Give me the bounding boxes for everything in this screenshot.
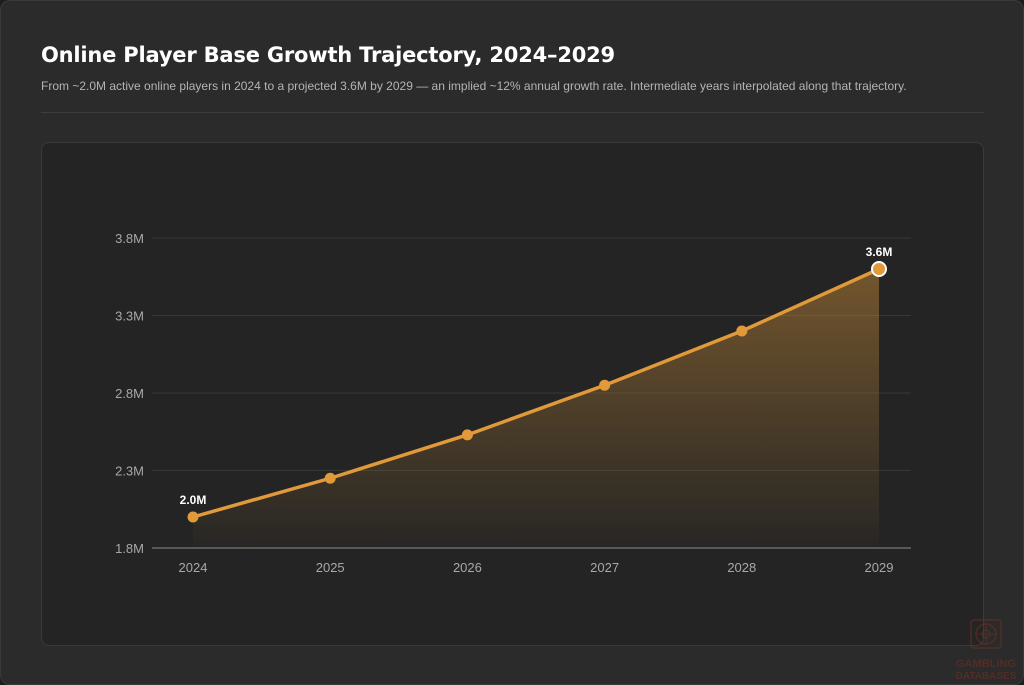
y-tick-label: 3.8M: [115, 231, 144, 246]
y-tick-label: 1.8M: [115, 541, 144, 556]
watermark-line1: GAMBLING: [956, 658, 1016, 670]
x-tick-label: 2026: [453, 560, 482, 575]
data-point: [599, 379, 611, 391]
y-tick-label: 3.3M: [115, 309, 144, 324]
page-subtitle: From ~2.0M active online players in 2024…: [41, 79, 907, 93]
data-label: 3.6M: [866, 245, 893, 259]
area-fill-shape: [193, 269, 879, 548]
page-title: Online Player Base Growth Trajectory, 20…: [41, 43, 615, 67]
data-point: [461, 429, 473, 441]
watermark-line2: DATABASES: [956, 671, 1017, 682]
data-point: [736, 325, 748, 337]
data-point: [324, 472, 336, 484]
x-tick-label: 2025: [316, 560, 345, 575]
header-divider: [41, 112, 984, 113]
x-tick-label: 2024: [179, 560, 208, 575]
data-points: [187, 261, 887, 523]
line-chart: 1.8M 2.3M 2.8M 3.3M 3.8M 2024 2025 2026 2027 2028…: [115, 231, 911, 575]
series-line: [191, 267, 881, 519]
y-tick-label: 2.8M: [115, 386, 144, 401]
gambling-databases-logo: GAMBLING DATABASES: [956, 619, 1017, 682]
data-point: [871, 261, 887, 277]
area-fill: [193, 269, 879, 548]
chart-labels: 1.8M 2.3M 2.8M 3.3M 3.8M 2024 2025 2026 2027 2028…: [115, 231, 893, 575]
y-tick-label: 2.3M: [115, 464, 144, 479]
chart-card: 1.8M 2.3M 2.8M 3.3M 3.8M 2024 2025 2026 2027 2028…: [41, 142, 984, 646]
x-tick-label: 2029: [865, 560, 894, 575]
x-tick-label: 2027: [590, 560, 619, 575]
x-tick-label: 2028: [727, 560, 756, 575]
data-label: 2.0M: [180, 493, 207, 507]
series-line-path: [191, 267, 881, 519]
data-point: [187, 511, 199, 523]
